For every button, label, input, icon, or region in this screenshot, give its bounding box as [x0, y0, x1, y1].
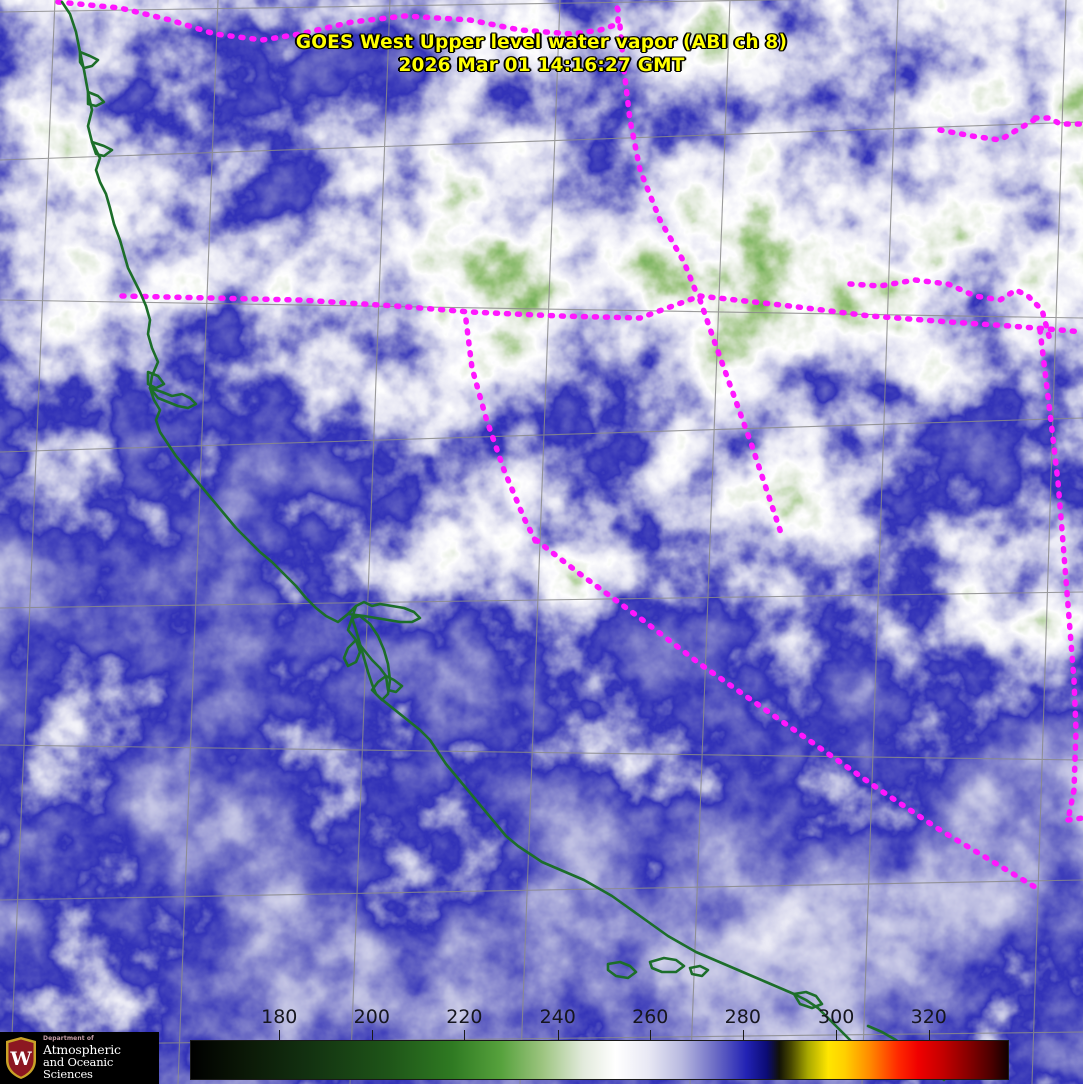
colorbar-tick-label: 200: [353, 1006, 390, 1028]
colorbar-tick-label: 220: [446, 1006, 483, 1028]
colorbar-tick-label: 320: [910, 1006, 947, 1028]
colorbar-tick: [557, 1030, 559, 1040]
logo-text-block: Department of Atmospheric and Oceanic Sc…: [43, 1035, 159, 1081]
logo-department: Department of: [43, 1035, 94, 1043]
colorbar-tick-label: 300: [818, 1006, 855, 1028]
colorbar-tick: [742, 1030, 744, 1040]
colorbar-tick: [836, 1030, 838, 1040]
logo-line-1: Atmospheric: [43, 1041, 121, 1057]
colorbar-tick-label: 280: [724, 1006, 761, 1028]
colorbar-tick-label: 180: [261, 1006, 298, 1028]
colorbar-tick: [650, 1030, 652, 1040]
logo-line-2: and Oceanic Sciences: [43, 1054, 114, 1081]
uw-aos-logo: W Department of Atmospheric and Oceanic …: [0, 1032, 159, 1084]
colorbar-gradient: [190, 1040, 1009, 1080]
colorbar-tick: [371, 1030, 373, 1040]
uw-crest-icon: W: [6, 1037, 36, 1079]
colorbar-tick: [464, 1030, 466, 1040]
colorbar: 180 200 220 240 260 280 300 320: [190, 1006, 1009, 1080]
svg-text:W: W: [9, 1048, 32, 1070]
colorbar-tick: [928, 1030, 930, 1040]
colorbar-tick: [279, 1030, 281, 1040]
colorbar-tick-label: 260: [632, 1006, 669, 1028]
colorbar-tick-label: 240: [539, 1006, 576, 1028]
